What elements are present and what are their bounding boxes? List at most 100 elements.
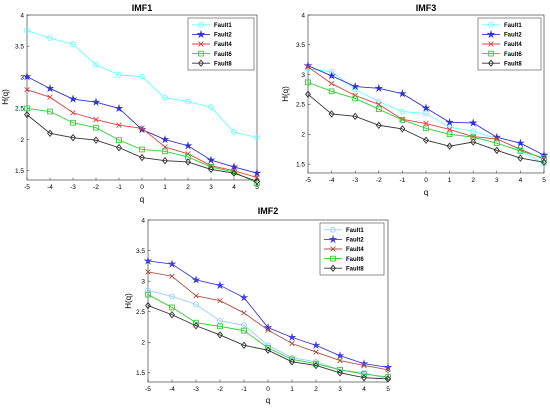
y-tick-label: 3 bbox=[141, 278, 145, 285]
legend-marker bbox=[328, 234, 338, 244]
x-tick-label: 2 bbox=[471, 177, 475, 184]
data-point bbox=[470, 128, 477, 135]
data-point bbox=[215, 280, 225, 290]
data-point bbox=[241, 327, 247, 334]
data-point bbox=[517, 148, 524, 154]
data-point bbox=[446, 142, 453, 150]
data-point bbox=[337, 366, 343, 373]
data-point bbox=[162, 94, 168, 101]
data-point bbox=[311, 340, 321, 350]
data-point bbox=[47, 35, 53, 41]
data-point bbox=[305, 79, 311, 86]
legend-marker bbox=[488, 41, 494, 47]
legend-marker bbox=[330, 246, 336, 252]
x-tick-label: -1 bbox=[400, 177, 406, 184]
data-point bbox=[139, 125, 145, 132]
data-point bbox=[493, 146, 500, 155]
data-point bbox=[265, 346, 271, 354]
legend-entry: Fault6 bbox=[192, 50, 232, 58]
data-point bbox=[93, 136, 99, 144]
legend-marker bbox=[330, 226, 336, 233]
legend-entry: Fault4 bbox=[482, 41, 522, 48]
data-point bbox=[231, 129, 237, 135]
data-point bbox=[327, 71, 336, 80]
x-tick-label: -4 bbox=[329, 177, 335, 184]
series-line-fault8 bbox=[26, 114, 258, 182]
legend-marker bbox=[486, 29, 496, 39]
data-point bbox=[445, 117, 454, 127]
x-tick-label: -2 bbox=[93, 184, 99, 191]
data-point bbox=[116, 137, 122, 144]
series-fault8 bbox=[305, 90, 547, 166]
data-point bbox=[93, 61, 99, 68]
x-axis-label: q bbox=[266, 396, 270, 405]
series-line-fault8 bbox=[307, 93, 545, 163]
data-point bbox=[254, 180, 260, 186]
x-tick-label: 2 bbox=[314, 386, 318, 393]
series-line-fault6 bbox=[307, 81, 545, 159]
legend-label: Fault2 bbox=[504, 33, 522, 39]
legend-label: Fault6 bbox=[504, 52, 522, 58]
data-point bbox=[398, 89, 407, 98]
legend-label: Fault1 bbox=[346, 228, 364, 234]
data-point bbox=[241, 310, 247, 316]
data-point bbox=[385, 367, 391, 373]
legend-marker bbox=[488, 50, 494, 57]
data-point bbox=[239, 293, 249, 302]
data-point bbox=[193, 293, 199, 299]
data-point bbox=[169, 273, 175, 279]
legend-label: Fault6 bbox=[346, 257, 364, 263]
legend: Fault1 Fault2 Fault4 Fault6 Fault8 bbox=[187, 17, 255, 71]
data-point bbox=[183, 141, 193, 150]
legend-entry: Fault6 bbox=[324, 255, 364, 263]
x-tick-label: -1 bbox=[241, 386, 247, 393]
data-point bbox=[217, 297, 223, 304]
data-point bbox=[335, 351, 345, 360]
series-fault4 bbox=[145, 269, 391, 373]
x-tick-label: 3 bbox=[495, 177, 499, 184]
data-point bbox=[169, 311, 175, 319]
data-point bbox=[313, 349, 319, 355]
data-point bbox=[70, 133, 76, 142]
data-point bbox=[185, 98, 191, 105]
data-point bbox=[541, 158, 547, 166]
y-tick-label: 2 bbox=[301, 132, 305, 139]
data-point bbox=[93, 116, 99, 123]
x-tick-label: -5 bbox=[305, 177, 311, 184]
data-point bbox=[191, 275, 201, 284]
data-point bbox=[361, 362, 367, 369]
data-point bbox=[541, 155, 547, 161]
data-point bbox=[352, 92, 358, 99]
y-axis-label: H(q) bbox=[281, 86, 290, 102]
legend-label: Fault4 bbox=[214, 42, 232, 48]
data-point bbox=[70, 119, 76, 126]
series-line-fault6 bbox=[26, 107, 258, 184]
x-tick-label: -3 bbox=[70, 184, 76, 191]
data-point bbox=[47, 108, 53, 115]
y-tick-label: 1.5 bbox=[296, 161, 305, 168]
legend-entry: Fault2 bbox=[324, 234, 364, 244]
data-point bbox=[193, 319, 199, 326]
legend-entry: Fault1 bbox=[482, 21, 522, 29]
data-point bbox=[376, 101, 382, 108]
x-tick-label: 3 bbox=[209, 184, 213, 191]
legend-label: Fault8 bbox=[504, 61, 522, 67]
legend-marker bbox=[488, 21, 494, 28]
data-point bbox=[145, 291, 151, 298]
legend-entry: Fault6 bbox=[482, 50, 522, 58]
legend-entry: Fault2 bbox=[192, 29, 232, 39]
data-point bbox=[328, 80, 335, 87]
data-point bbox=[193, 322, 199, 330]
data-point bbox=[68, 94, 78, 103]
series-fault8 bbox=[24, 110, 260, 185]
data-point bbox=[145, 287, 151, 294]
data-point bbox=[193, 301, 199, 308]
data-point bbox=[337, 369, 343, 377]
legend-entry: Fault1 bbox=[324, 226, 364, 234]
x-tick-label: -3 bbox=[193, 386, 199, 393]
data-point bbox=[254, 174, 260, 181]
x-tick-label: 5 bbox=[542, 177, 546, 184]
data-point bbox=[162, 156, 168, 165]
y-tick-label: 1.5 bbox=[136, 370, 145, 377]
data-point bbox=[361, 371, 367, 377]
